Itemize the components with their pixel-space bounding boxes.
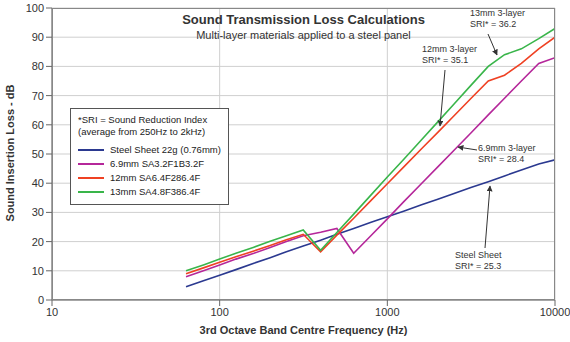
svg-text:10: 10 [46,306,58,318]
html-text:Steel Sheet 22g (0.76mm): Steel Sheet 22g (0.76mm) [110,144,221,155]
html-text:(average from 250Hz to 2kHz): (average from 250Hz to 2kHz) [78,126,206,137]
svg-text:20: 20 [32,236,44,248]
html-text:6.9mm SA3.2F1B3.2F: 6.9mm SA3.2F1B3.2F [110,158,204,169]
html-text:Steel Sheet: Steel Sheet [455,250,502,260]
svg-text:70: 70 [32,90,44,102]
html-text:SRI* = 25.3: SRI* = 25.3 [455,261,502,271]
html-text:SRI* = 28.4: SRI* = 28.4 [478,154,525,164]
html-text:SRI* = 35.1: SRI* = 35.1 [422,55,469,65]
html-text:6.9mm 3-layer: 6.9mm 3-layer [478,143,536,153]
svg-text:60: 60 [32,119,44,131]
html-text:12mm 3-layer: 12mm 3-layer [422,44,477,54]
html-text:Multi-layer materials applied: Multi-layer materials applied to a steel… [196,29,411,41]
svg-text:90: 90 [32,31,44,43]
svg-text:40: 40 [32,177,44,189]
html-text:Sound Transmission Loss Calcul: Sound Transmission Loss Calculations [182,12,425,27]
svg-text:100: 100 [210,306,228,318]
html-text:*SRI = Sound Reduction Index: *SRI = Sound Reduction Index [78,114,208,125]
svg-text:100: 100 [26,2,44,14]
html-text:13mm SA4.8F386.4F: 13mm SA4.8F386.4F [110,186,201,197]
html-text:13mm 3-layer: 13mm 3-layer [470,8,525,18]
svg-text:10000: 10000 [540,306,562,318]
html-text:3rd Octave Band Centre Frequen: 3rd Octave Band Centre Frequency (Hz) [199,324,408,336]
html-text:Sound Insertion Loss - dB: Sound Insertion Loss - dB [4,84,16,222]
html-text:SRI* = 36.2: SRI* = 36.2 [470,19,517,29]
svg-text:50: 50 [32,148,44,160]
svg-text:1000: 1000 [375,306,399,318]
svg-text:30: 30 [32,206,44,218]
svg-text:10: 10 [32,265,44,277]
svg-text:0: 0 [38,294,44,306]
svg-text:80: 80 [32,60,44,72]
html-text:12mm SA6.4F286.4F: 12mm SA6.4F286.4F [110,172,201,183]
